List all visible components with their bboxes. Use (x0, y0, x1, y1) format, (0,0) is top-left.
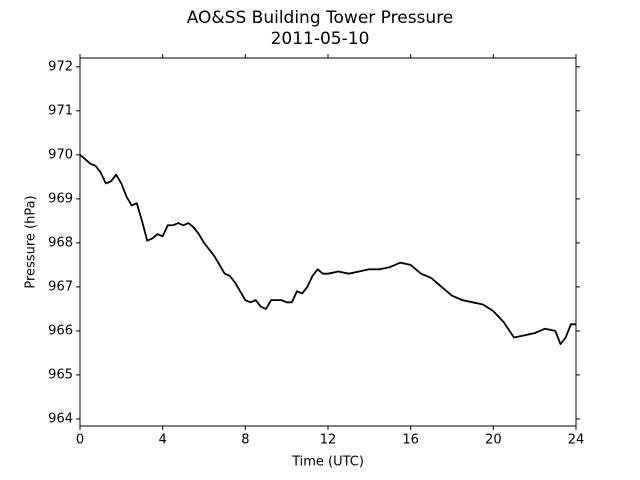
chart-subtitle: 2011-05-10 (271, 29, 370, 49)
x-tick-label: 0 (76, 433, 84, 448)
y-tick-label: 970 (48, 147, 73, 162)
y-tick-label: 965 (48, 367, 73, 382)
x-axis-label: Time (UTC) (291, 455, 364, 470)
x-tick-label: 16 (402, 433, 419, 448)
x-tick-label: 12 (320, 433, 337, 448)
y-tick-label: 967 (48, 279, 73, 294)
x-tick-label: 20 (485, 433, 502, 448)
y-tick-label: 964 (48, 411, 73, 426)
chart-title: AO&SS Building Tower Pressure (187, 8, 454, 28)
y-tick-label: 968 (48, 235, 73, 250)
y-tick-label: 971 (48, 103, 73, 118)
plot-frame (79, 57, 577, 427)
y-tick-label: 972 (48, 59, 73, 74)
data-line (79, 154, 576, 346)
x-tick-label: 8 (241, 433, 249, 448)
y-tick-label: 969 (48, 191, 73, 206)
y-axis-label: Pressure (hPa) (24, 195, 39, 288)
x-tick-label: 24 (568, 433, 585, 448)
x-tick-label: 4 (159, 433, 167, 448)
y-tick-label: 966 (48, 323, 73, 338)
